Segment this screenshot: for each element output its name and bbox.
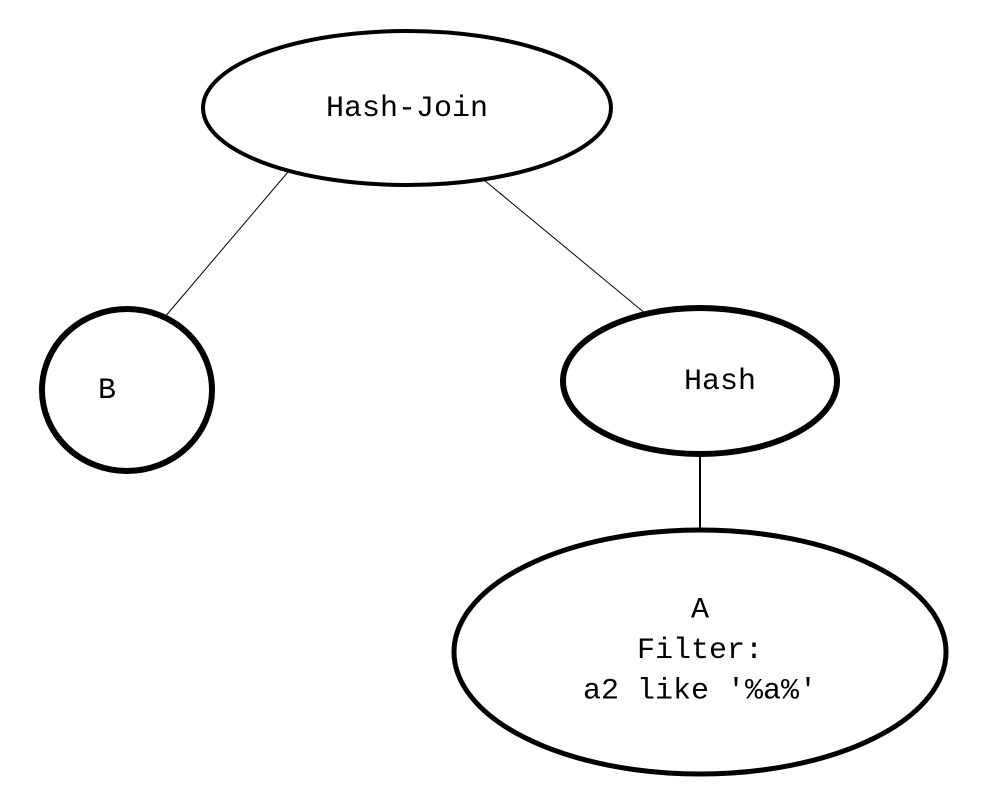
node-label-node-a: Filter: bbox=[637, 634, 763, 668]
query-plan-diagram: Hash-Join B Hash A Filter: a2 like '%a%' bbox=[0, 0, 1000, 809]
node-label-hash: Hash bbox=[684, 365, 756, 399]
node-node-b bbox=[42, 309, 212, 471]
node-label-node-a: a2 like '%a%' bbox=[583, 674, 817, 708]
diagram-svg: Hash-Join B Hash A Filter: a2 like '%a%' bbox=[0, 0, 1000, 809]
node-label-node-b: B bbox=[98, 374, 116, 408]
node-label-node-a: A bbox=[691, 593, 709, 627]
edge-hash-join-hash bbox=[484, 180, 646, 314]
edge-hash-join-node-b bbox=[164, 172, 288, 318]
node-label-hash-join: Hash-Join bbox=[326, 92, 488, 126]
